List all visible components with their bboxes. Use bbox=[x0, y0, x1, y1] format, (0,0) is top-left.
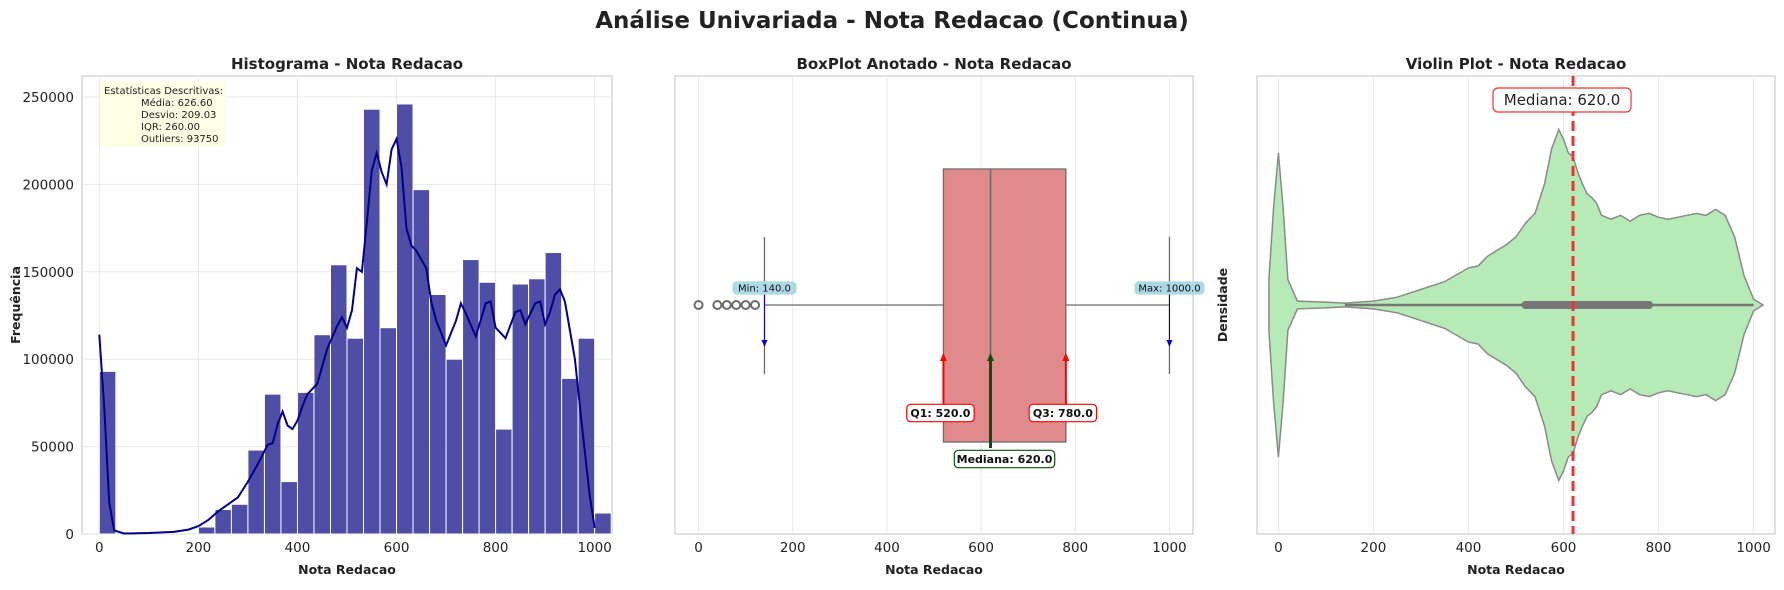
boxplot-marks: Min: 140.0 Max: 1000.0 Q1: 520.0 Q3: 780.0 M… bbox=[693, 168, 1205, 469]
boxplot-min-label-bg bbox=[732, 281, 797, 295]
x-tick-label: 800 bbox=[1646, 540, 1672, 556]
stats-line-outliers: Outliers: 93750 bbox=[141, 134, 219, 145]
histogram-bar bbox=[577, 337, 596, 535]
boxplot-q3-label-bg bbox=[1028, 403, 1098, 423]
boxplot-outlier bbox=[750, 300, 761, 310]
histogram-bar bbox=[346, 337, 365, 535]
boxplot-median-label-box: Mediana: 620.0 bbox=[953, 449, 1056, 469]
histogram-bar bbox=[197, 526, 216, 535]
x-tick-label: 200 bbox=[186, 540, 212, 556]
stats-heading: Estatísticas Descritivas: bbox=[104, 85, 223, 97]
stats-line-std: Desvio: 209.03 bbox=[141, 110, 216, 121]
histogram-kde-line bbox=[98, 135, 596, 535]
histogram-bar bbox=[280, 481, 298, 535]
histogram-bar bbox=[544, 252, 563, 535]
boxplot-q3-arrow-head bbox=[1062, 353, 1070, 361]
boxplot-outlier bbox=[712, 300, 723, 310]
histogram-bar bbox=[396, 103, 414, 535]
histogram-title: Histograma - Nota Redacao bbox=[231, 55, 463, 73]
y-tick-label: 150000 bbox=[22, 265, 74, 281]
y-tick-label: 200000 bbox=[22, 177, 74, 193]
histogram-bar bbox=[594, 512, 612, 535]
violin-panel: Mediana: 620.0 0 200 400 600 800 1000 Violin … bbox=[1215, 55, 1776, 577]
boxplot-q1-label-box: Q1: 520.0 bbox=[906, 403, 975, 423]
x-tick-label: 400 bbox=[874, 540, 900, 556]
boxplot-q3-label: Q3: 780.0 bbox=[1033, 407, 1093, 420]
histogram-bar bbox=[412, 189, 431, 535]
histogram-x-axis-label: Nota Redacao bbox=[298, 562, 396, 577]
x-tick-label: 200 bbox=[1361, 540, 1387, 556]
histogram-bar bbox=[429, 294, 447, 535]
boxplot-median-label-bg bbox=[953, 449, 1056, 469]
boxplot-max-arrow-head bbox=[1166, 340, 1173, 347]
violin-x-tick-labels: 0 200 400 600 800 1000 bbox=[1274, 540, 1771, 556]
x-tick-label: 0 bbox=[1274, 540, 1283, 556]
boxplot-q1-arrow-head bbox=[939, 353, 947, 361]
histogram-x-tick-labels: 0 200 400 600 800 1000 bbox=[95, 540, 612, 556]
violin-median-label: Mediana: 620.0 bbox=[1504, 91, 1621, 109]
histogram-bars bbox=[98, 103, 612, 535]
histogram-y-tick-labels: 0 50000 100000 150000 200000 250000 bbox=[22, 90, 74, 543]
y-tick-label: 250000 bbox=[22, 90, 74, 106]
boxplot-box bbox=[942, 168, 1067, 443]
boxplot-outlier bbox=[721, 300, 732, 310]
violin-title: Violin Plot - Nota Redacao bbox=[1406, 55, 1627, 73]
histogram-bar bbox=[561, 377, 579, 535]
x-tick-label: 600 bbox=[384, 540, 410, 556]
boxplot-title: BoxPlot Anotado - Nota Redacao bbox=[796, 55, 1071, 73]
stats-line-iqr: IQR: 260.00 bbox=[141, 122, 200, 133]
histogram-bar bbox=[495, 428, 513, 535]
boxplot-max-label-bg bbox=[1134, 281, 1205, 295]
histogram-bar bbox=[445, 358, 464, 535]
x-tick-label: 200 bbox=[780, 540, 806, 556]
x-tick-label: 0 bbox=[694, 540, 703, 556]
boxplot-outlier bbox=[693, 300, 704, 310]
stats-line-mean: Média: 626.60 bbox=[141, 97, 213, 109]
x-tick-label: 800 bbox=[483, 540, 509, 556]
histogram-bar bbox=[263, 393, 282, 535]
boxplot-outlier bbox=[731, 300, 742, 310]
histogram-y-axis-label: Frequência bbox=[8, 266, 23, 344]
x-tick-label: 0 bbox=[95, 540, 104, 556]
histogram-bar bbox=[247, 449, 265, 535]
boxplot-min-arrow-head bbox=[761, 340, 768, 347]
x-tick-label: 1000 bbox=[1736, 540, 1770, 556]
figure-title: Análise Univariada - Nota Redacao (Conti… bbox=[595, 8, 1189, 34]
x-tick-label: 600 bbox=[968, 540, 994, 556]
violin-x-axis-label: Nota Redacao bbox=[1467, 562, 1565, 577]
boxplot-median-arrow-head bbox=[987, 353, 995, 361]
boxplot-max-label: Max: 1000.0 bbox=[1138, 284, 1200, 295]
histogram-bar bbox=[329, 264, 348, 535]
violin-median-label-box: Mediana: 620.0 bbox=[1492, 87, 1632, 113]
x-tick-label: 1000 bbox=[1152, 540, 1186, 556]
boxplot-min-label-box: Min: 140.0 bbox=[732, 281, 797, 295]
x-tick-label: 800 bbox=[1062, 540, 1088, 556]
y-tick-label: 0 bbox=[65, 527, 74, 543]
boxplot-q1-label: Q1: 520.0 bbox=[910, 407, 970, 420]
x-tick-label: 1000 bbox=[577, 540, 611, 556]
x-tick-label: 400 bbox=[285, 540, 311, 556]
y-tick-label: 100000 bbox=[22, 352, 74, 368]
boxplot-median-label: Mediana: 620.0 bbox=[957, 453, 1053, 466]
boxplot-x-tick-labels: 0 200 400 600 800 1000 bbox=[694, 540, 1186, 556]
histogram-bar bbox=[478, 281, 497, 535]
boxplot-q3-label-box: Q3: 780.0 bbox=[1028, 403, 1098, 423]
histogram-bar bbox=[462, 259, 480, 535]
descriptive-stats-box: Estatísticas Descritivas: Média: 626.60 … bbox=[100, 81, 226, 147]
histogram-bar bbox=[230, 503, 249, 535]
x-tick-label: 400 bbox=[1456, 540, 1482, 556]
histogram-bar bbox=[379, 327, 398, 535]
boxplot-q1-label-bg bbox=[906, 403, 975, 423]
boxplot-outlier bbox=[740, 300, 751, 310]
boxplot-max-label-box: Max: 1000.0 bbox=[1134, 281, 1205, 295]
histogram-panel: 0 200 400 600 800 1000 0 50000 100000 150000 2000… bbox=[8, 55, 613, 577]
boxplot-x-axis-label: Nota Redacao bbox=[885, 562, 983, 577]
boxplot-min-label: Min: 140.0 bbox=[738, 284, 791, 295]
y-tick-label: 50000 bbox=[31, 440, 74, 456]
x-tick-label: 600 bbox=[1551, 540, 1577, 556]
boxplot-panel: Min: 140.0 Max: 1000.0 Q1: 520.0 Q3: 780.0 M… bbox=[674, 55, 1205, 577]
violin-y-axis-label: Densidade bbox=[1215, 268, 1230, 342]
